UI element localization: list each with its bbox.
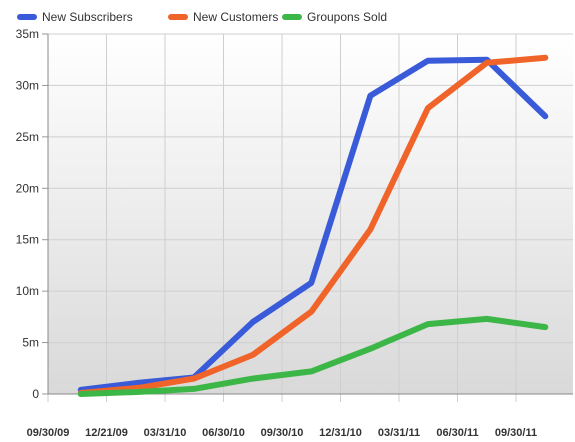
y-tick-label: 5m — [22, 336, 39, 350]
y-tick-label: 15m — [16, 233, 39, 247]
legend-label-new-subscribers: New Subscribers — [42, 10, 133, 24]
series-line-groupons-sold — [77, 315, 549, 397]
legend-label-new-customers: New Customers — [193, 10, 278, 24]
x-tick-label: 03/31/11 — [378, 427, 420, 439]
y-tick-label: 10m — [16, 284, 39, 298]
x-tick-label: 09/30/10 — [261, 427, 304, 439]
x-tick-label: 09/30/11 — [495, 427, 537, 439]
plot-area — [48, 34, 573, 394]
series-line-new-customers — [77, 54, 549, 396]
axes: 0 5m 10m 15m 20m 25m 30m 35m 09/30/09 12/21/09 03/… — [16, 27, 573, 439]
y-tick-label: 35m — [16, 27, 39, 41]
legend: New Subscribers New Customers Groupons Sol… — [17, 10, 387, 24]
x-tick-label: 12/31/10 — [319, 427, 362, 439]
y-tick-label: 25m — [16, 130, 39, 144]
y-tick-label: 0 — [32, 387, 39, 401]
x-tick-label: 12/21/09 — [85, 427, 128, 439]
series — [77, 54, 549, 397]
y-tick-label: 20m — [16, 181, 39, 195]
x-tick-label: 06/30/10 — [202, 427, 245, 439]
legend-label-groupons-sold: Groupons Sold — [307, 10, 387, 24]
series-line-new-subscribers — [77, 56, 549, 393]
x-tick-label: 03/31/10 — [144, 427, 187, 439]
x-tick-label: 06/30/11 — [436, 427, 478, 439]
grid — [47, 33, 573, 402]
y-tick-label: 30m — [16, 78, 39, 92]
x-tick-label: 09/30/09 — [27, 427, 70, 439]
